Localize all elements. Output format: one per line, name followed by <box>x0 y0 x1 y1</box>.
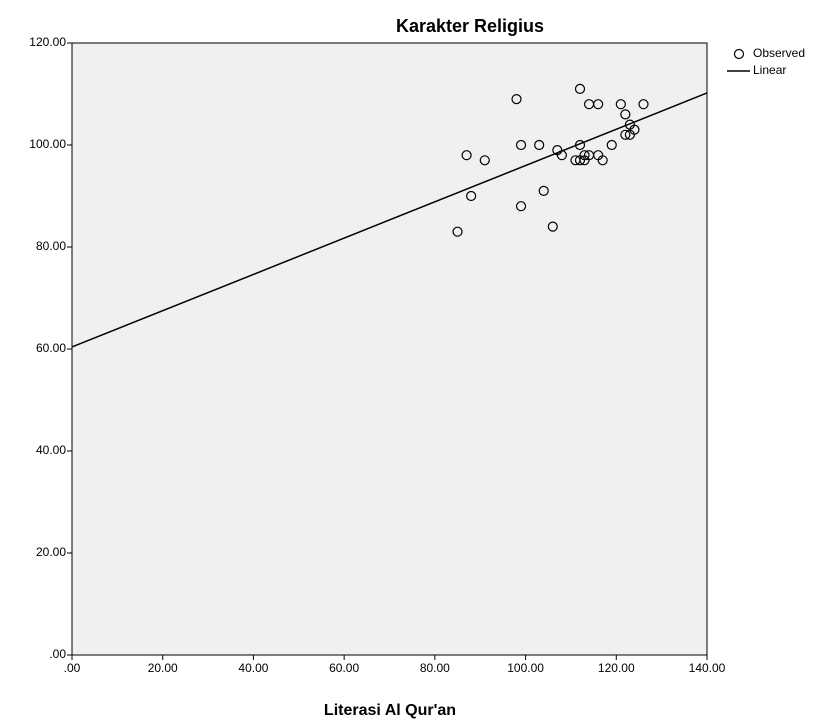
x-axis-title: Literasi Al Qur'an <box>324 702 456 719</box>
point <box>574 83 586 95</box>
legend-symbol <box>733 48 745 60</box>
x-tick-label: 20.00 <box>148 661 178 675</box>
point <box>597 155 608 166</box>
x-tick-label: 140.00 <box>689 661 726 675</box>
y-tick-label: 100.00 <box>29 137 66 151</box>
point <box>606 139 617 151</box>
x-tick-label: 100.00 <box>507 661 544 675</box>
x-tick-label: 120.00 <box>598 661 635 675</box>
x-tick-label: 60.00 <box>329 661 359 675</box>
point <box>466 190 477 202</box>
point <box>452 226 463 237</box>
y-tick-label: .00 <box>49 647 66 661</box>
y-tick-label: 120.00 <box>29 35 66 49</box>
legend-label: Observed <box>753 46 805 60</box>
chart-title: Karakter Religius <box>396 16 544 36</box>
point <box>620 109 631 120</box>
fit-line <box>71 92 708 348</box>
point <box>461 150 472 161</box>
point <box>638 99 649 110</box>
plot-area <box>71 42 708 656</box>
point <box>515 139 527 151</box>
point <box>615 99 626 110</box>
x-tick-label: 80.00 <box>420 661 450 675</box>
y-tick-label: 60.00 <box>36 341 66 355</box>
x-tick-label: .00 <box>64 661 81 675</box>
point <box>511 93 522 105</box>
point <box>579 150 590 161</box>
point <box>479 155 490 166</box>
point <box>515 201 527 212</box>
point <box>534 139 545 151</box>
point <box>547 221 558 232</box>
y-tick-label: 80.00 <box>36 239 66 253</box>
legend-label: Linear <box>753 63 786 77</box>
point <box>629 124 640 135</box>
y-tick-label: 20.00 <box>36 545 66 559</box>
point <box>620 129 631 140</box>
y-tick-label: 40.00 <box>36 443 66 457</box>
point <box>538 185 549 196</box>
point <box>593 99 604 110</box>
x-tick-label: 40.00 <box>238 661 268 675</box>
